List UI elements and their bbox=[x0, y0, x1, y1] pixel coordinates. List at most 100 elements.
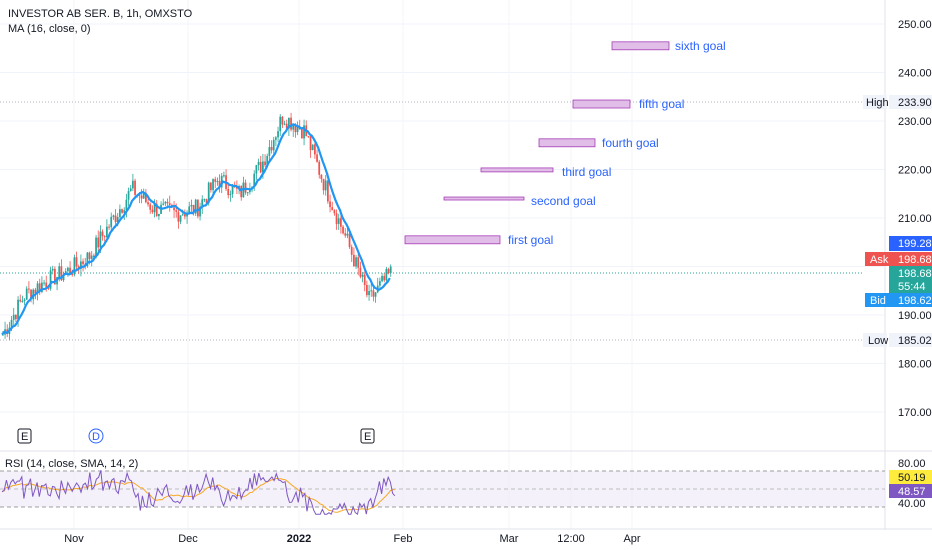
candle bbox=[132, 173, 134, 191]
price-axis-labels: 170.00180.00190.00200.00210.00220.00230.… bbox=[898, 19, 932, 419]
moving-average-line bbox=[1, 123, 391, 336]
candle bbox=[359, 261, 362, 279]
candle bbox=[4, 321, 6, 339]
goal-box[interactable] bbox=[404, 235, 501, 245]
candle bbox=[49, 266, 52, 291]
candle bbox=[51, 265, 54, 275]
candle bbox=[158, 213, 160, 220]
candle bbox=[73, 254, 76, 277]
candle bbox=[368, 284, 370, 301]
candle bbox=[25, 286, 28, 300]
price-tick-label: 170.00 bbox=[898, 407, 932, 419]
candle bbox=[21, 295, 24, 303]
price-tick-label: 230.00 bbox=[898, 116, 932, 128]
price-tick-label: 190.00 bbox=[898, 310, 932, 322]
candle bbox=[283, 120, 286, 126]
candle bbox=[301, 128, 303, 139]
candle bbox=[246, 192, 249, 197]
earnings-marker-2[interactable]: E bbox=[360, 428, 375, 444]
goal-box[interactable] bbox=[572, 99, 631, 109]
price-tick-label: 220.00 bbox=[898, 165, 932, 177]
dividend-marker[interactable]: D bbox=[88, 428, 104, 444]
goal-label[interactable]: first goal bbox=[508, 233, 553, 247]
earnings-marker-1[interactable]: E bbox=[17, 428, 32, 444]
candle bbox=[387, 267, 390, 275]
candle bbox=[353, 247, 355, 267]
time-tick-label: Feb bbox=[394, 533, 413, 545]
candle bbox=[229, 190, 232, 202]
bid-value-box bbox=[889, 293, 932, 307]
goal-label[interactable]: fourth goal bbox=[602, 136, 659, 150]
rsi-sma-tag bbox=[889, 484, 932, 498]
time-tick-label: Dec bbox=[178, 533, 198, 545]
ma-indicator-label[interactable]: MA (16, close, 0) bbox=[8, 23, 91, 35]
candle bbox=[314, 142, 316, 159]
candle bbox=[329, 194, 331, 213]
rsi-line bbox=[1, 470, 396, 516]
candle bbox=[376, 277, 379, 294]
time-tick-label: 2022 bbox=[287, 533, 311, 545]
candle bbox=[355, 254, 357, 269]
earnings-marker-1-text: E bbox=[21, 431, 28, 443]
goal-label[interactable]: second goal bbox=[531, 194, 596, 208]
candle bbox=[279, 114, 282, 137]
time-tick-label: Apr bbox=[623, 533, 640, 545]
candle bbox=[121, 208, 123, 214]
candle bbox=[333, 209, 336, 216]
rsi-sma-line bbox=[1, 477, 395, 513]
candle bbox=[268, 139, 271, 162]
candle bbox=[188, 201, 191, 214]
candle bbox=[129, 184, 132, 192]
candle bbox=[110, 212, 113, 232]
candle bbox=[199, 202, 201, 221]
goal-box[interactable] bbox=[480, 167, 554, 173]
candle bbox=[179, 215, 182, 225]
goal-label[interactable]: third goal bbox=[562, 165, 611, 179]
price-tick-label: 180.00 bbox=[898, 359, 932, 371]
candle bbox=[337, 213, 340, 230]
candle bbox=[147, 198, 149, 207]
ask-label: Ask bbox=[870, 254, 889, 266]
candle bbox=[379, 277, 381, 290]
candle bbox=[357, 250, 360, 276]
candle bbox=[303, 119, 305, 146]
low-value: 185.02 bbox=[898, 335, 932, 347]
goal-box[interactable] bbox=[538, 138, 596, 148]
candle bbox=[264, 154, 266, 167]
candle bbox=[331, 201, 334, 211]
candle bbox=[277, 126, 279, 142]
candle bbox=[190, 199, 193, 212]
candle bbox=[12, 307, 15, 326]
candle bbox=[240, 185, 243, 201]
goal-label[interactable]: sixth goal bbox=[675, 39, 726, 53]
candle bbox=[155, 199, 158, 217]
candle bbox=[383, 273, 386, 283]
candle bbox=[311, 144, 314, 151]
candle bbox=[19, 294, 22, 303]
candle bbox=[361, 272, 364, 283]
low-value-box bbox=[889, 333, 932, 347]
bid-label-box bbox=[865, 293, 889, 307]
goal-label[interactable]: fifth goal bbox=[639, 97, 684, 111]
candle bbox=[210, 181, 212, 193]
price-tick-label: 210.00 bbox=[898, 213, 932, 225]
candle bbox=[244, 179, 247, 195]
candle bbox=[216, 177, 219, 186]
candle bbox=[385, 267, 388, 282]
candle bbox=[201, 195, 204, 214]
candle bbox=[151, 205, 154, 214]
candle bbox=[164, 201, 167, 206]
candle bbox=[36, 281, 39, 301]
candle bbox=[255, 164, 258, 180]
goal-box[interactable] bbox=[443, 196, 525, 201]
price-tick-label: 240.00 bbox=[898, 68, 932, 80]
symbol-title[interactable]: INVESTOR AB SER. B, 1h, OMXSTO bbox=[8, 8, 193, 20]
goal-box[interactable] bbox=[611, 41, 670, 51]
ask-label-box bbox=[865, 252, 889, 266]
candle bbox=[257, 158, 260, 171]
candle bbox=[43, 279, 45, 286]
candle bbox=[275, 136, 277, 146]
rsi-indicator-label[interactable]: RSI (14, close, SMA, 14, 2) bbox=[5, 458, 138, 470]
high-value: 233.90 bbox=[898, 97, 932, 109]
